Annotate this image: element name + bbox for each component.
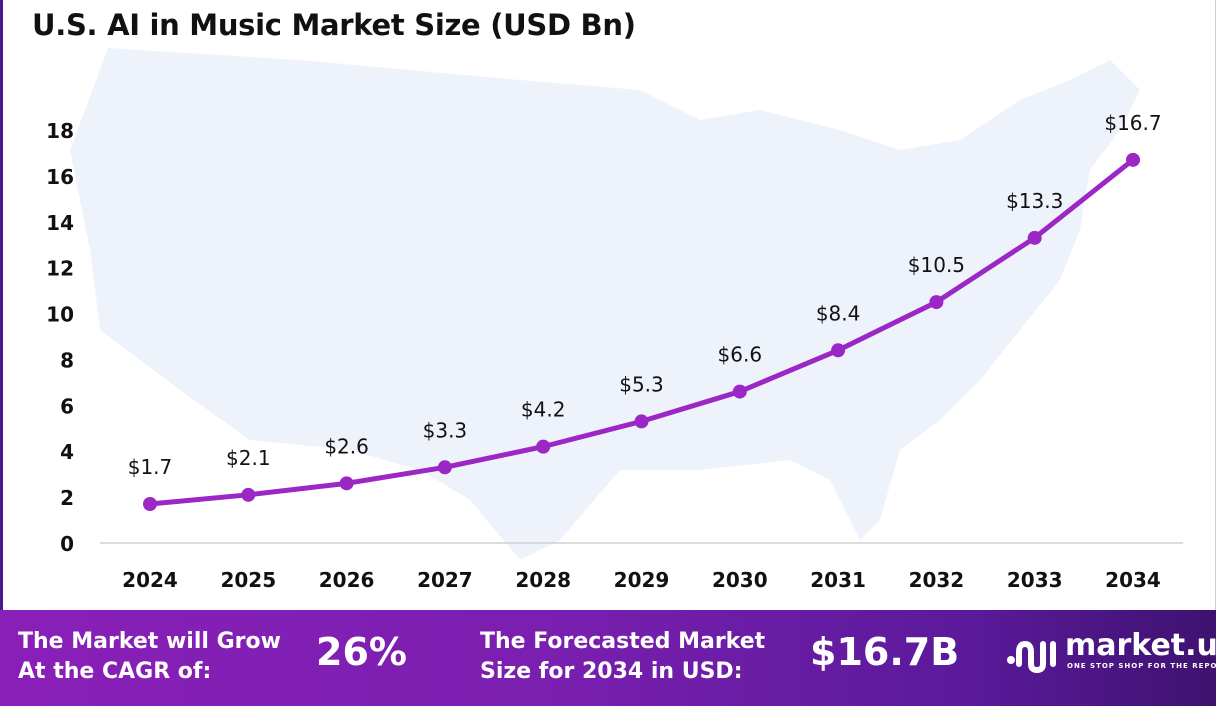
footer-banner: The Market will Grow At the CAGR of: 26%… xyxy=(0,610,1216,706)
y-tick-label: 10 xyxy=(46,303,74,327)
data-point xyxy=(929,295,944,310)
data-point xyxy=(241,487,256,502)
y-tick-label: 18 xyxy=(46,119,74,143)
data-point xyxy=(732,384,747,399)
y-tick-label: 8 xyxy=(60,348,74,372)
data-label: $16.7 xyxy=(1104,111,1161,135)
x-tick-label: 2027 xyxy=(417,568,473,592)
data-label: $13.3 xyxy=(1006,189,1063,213)
data-label: $1.7 xyxy=(128,455,173,479)
logo-name: market.us xyxy=(1065,628,1216,663)
data-point xyxy=(831,343,846,358)
data-label: $6.6 xyxy=(718,343,763,367)
data-label: $3.3 xyxy=(423,418,468,442)
x-tick-label: 2032 xyxy=(909,568,965,592)
y-tick-label: 6 xyxy=(60,394,74,418)
forecast-label-line2: Size for 2034 in USD: xyxy=(480,659,743,684)
forecast-value: $16.7B xyxy=(810,630,960,674)
x-tick-label: 2034 xyxy=(1105,568,1161,592)
data-point xyxy=(143,496,157,511)
data-point xyxy=(634,414,649,429)
x-tick-label: 2031 xyxy=(810,568,866,592)
data-label: $2.6 xyxy=(324,434,369,458)
y-tick-label: 14 xyxy=(46,211,74,235)
data-label: $2.1 xyxy=(226,446,271,470)
y-tick-label: 12 xyxy=(46,257,74,281)
cagr-label-line2: At the CAGR of: xyxy=(18,659,212,684)
x-tick-label: 2025 xyxy=(220,568,276,592)
x-tick-label: 2033 xyxy=(1007,568,1063,592)
x-tick-label: 2028 xyxy=(515,568,571,592)
cagr-label: The Market will Grow At the CAGR of: xyxy=(18,627,281,687)
data-point xyxy=(437,460,452,475)
x-tick-label: 2030 xyxy=(712,568,768,592)
data-label: $10.5 xyxy=(908,253,965,277)
chart-title: U.S. AI in Music Market Size (USD Bn) xyxy=(32,8,636,42)
forecast-label-line1: The Forecasted Market xyxy=(480,629,766,654)
x-tick-label: 2029 xyxy=(614,568,670,592)
data-point xyxy=(339,476,354,491)
us-map-background xyxy=(70,48,1140,560)
y-tick-label: 4 xyxy=(60,440,74,464)
data-point xyxy=(1126,152,1140,167)
data-label: $5.3 xyxy=(619,372,664,396)
y-tick-label: 0 xyxy=(60,532,74,556)
logo-mark-icon xyxy=(1007,640,1056,674)
x-tick-label: 2024 xyxy=(122,568,178,592)
data-label: $4.2 xyxy=(521,398,566,422)
y-tick-label: 2 xyxy=(60,486,74,510)
data-point xyxy=(536,439,551,454)
cagr-value: 26% xyxy=(316,630,407,674)
chart: 0 2 4 6 8 10 12 14 16 18 2024 2025 2026 2027 2028 2029… xyxy=(46,48,1183,592)
x-tick-label: 2026 xyxy=(319,568,375,592)
forecast-label: The Forecasted Market Size for 2034 in U… xyxy=(480,627,765,687)
market-us-logo: market.us ONE STOP SHOP FOR THE REPORTS xyxy=(1005,628,1216,678)
y-tick-label: 16 xyxy=(46,165,74,189)
cagr-label-line1: The Market will Grow xyxy=(18,629,281,654)
data-point xyxy=(1027,230,1042,245)
data-label: $8.4 xyxy=(816,301,861,325)
logo-tagline: ONE STOP SHOP FOR THE REPORTS xyxy=(1067,662,1216,670)
